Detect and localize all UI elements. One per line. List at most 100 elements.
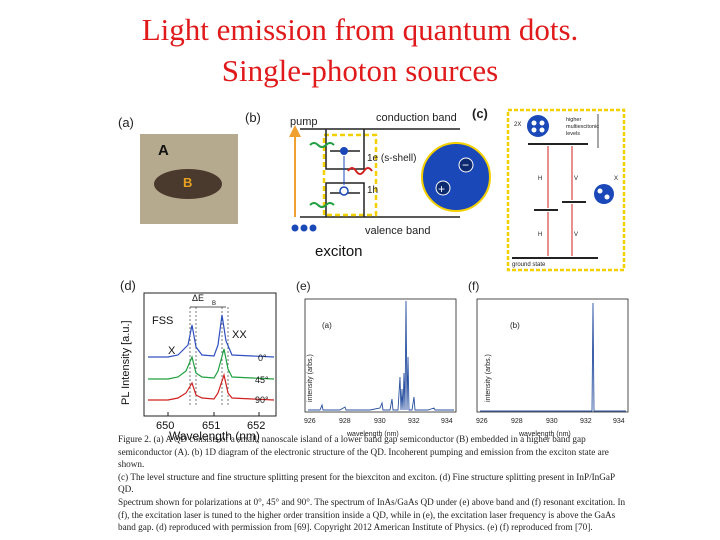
panel-f-axes-frame — [476, 298, 629, 413]
panel-c-label: (c) — [472, 106, 488, 121]
panel-e-inner-label: (a) — [322, 321, 332, 330]
panel-e-tick-930: 930 — [374, 418, 386, 425]
xx-peak-label: XX — [232, 329, 247, 341]
angle-0-label: 0° — [258, 353, 267, 363]
relaxation-wiggle-2 — [309, 202, 335, 208]
panel-a: (a) A B — [118, 112, 240, 224]
panel-d-tick-651: 651 — [202, 420, 220, 432]
exciton-electron — [458, 157, 474, 173]
pump-arrow-head — [289, 125, 301, 137]
panel-d-axes-frame — [143, 292, 277, 417]
slide-title-line2: Single-photon sources — [221, 53, 499, 88]
trace-45-deg — [148, 348, 275, 380]
conduction-well — [325, 129, 365, 170]
panel-e-xlabel: wavelength (nm) — [346, 431, 399, 438]
qd-island-illustration — [140, 134, 238, 224]
exciton-minus-sign: − — [462, 158, 469, 172]
panel-e-tick-926: 926 — [304, 418, 316, 425]
caption-line-2: semiconductor (A). (b) 1D diagram of the… — [118, 446, 609, 470]
panel-e-tick-932: 932 — [408, 418, 420, 425]
higher-levels-line1: higher — [566, 117, 581, 123]
biexciton-particle-2 — [539, 120, 545, 126]
panel-e-spectrum: (e) (a) intensity (arbs.) wavelength (nm… — [296, 279, 457, 438]
biexciton-sphere — [527, 115, 549, 137]
panel-c-frame — [506, 108, 626, 272]
panel-f-tick-932: 932 — [580, 418, 592, 425]
caption-line-6: band gap. (d) reproduced with permission… — [118, 522, 593, 533]
exciton-hole — [435, 180, 451, 196]
caption-line-1: Figure 2. (a) A QD consists of a small, … — [118, 434, 586, 444]
panel-d-ylabel: PL Intensity [a.u.] — [120, 320, 132, 405]
fss-label: FSS — [152, 315, 173, 327]
exciton-small-particle-1 — [597, 188, 603, 194]
panel-e-label: (e) — [296, 279, 311, 293]
panel-d-pl-spectrum: (d) PL Intensity [a.u.] Wavelength (nm) … — [120, 278, 277, 443]
pump-dot-1 — [291, 224, 299, 232]
ground-state-label: ground state — [512, 262, 546, 268]
panel-c-level-structure: (c) 2X higher multiexcitonic levels H V … — [472, 106, 626, 272]
panel-f-tick-928: 928 — [511, 418, 523, 425]
exciton-small-particle-2 — [604, 194, 610, 200]
panel-f-label: (f) — [468, 279, 479, 293]
higher-levels-line2: multiexcitonic — [566, 124, 599, 130]
trace-90-deg — [148, 372, 275, 401]
angle-90-label: 90° — [255, 395, 269, 405]
biexciton-label: 2X — [514, 122, 521, 128]
valence-well — [325, 182, 365, 217]
panel-f-tick-926: 926 — [476, 418, 488, 425]
hole-level-label: 1h — [367, 185, 378, 196]
delta-e-label: ΔE — [192, 293, 204, 303]
spectrum-resonant — [480, 302, 626, 412]
panel-d-xlabel: Wavelength (nm) — [169, 429, 260, 443]
electron-level-label: 1e (s-shell) — [367, 153, 416, 164]
spectrum-above-band — [308, 300, 454, 411]
panel-e-tick-934: 934 — [441, 418, 453, 425]
panel-f-xlabel: wavelength (nm) — [518, 431, 571, 438]
caption-line-3: (c) The level structure and fine structu… — [118, 471, 615, 495]
panel-f-tick-930: 930 — [546, 418, 558, 425]
panel-e-tick-928: 928 — [339, 418, 351, 425]
panel-d-label: (d) — [120, 278, 136, 293]
biexciton-particle-1 — [531, 120, 537, 126]
biexciton-particle-3 — [531, 127, 537, 133]
pump-label: pump — [290, 116, 318, 128]
panel-e-ylabel: intensity (arbs.) — [307, 354, 314, 402]
panel-d-tick-652: 652 — [247, 420, 265, 432]
panel-f-tick-934: 934 — [613, 418, 625, 425]
panel-b-label: (b) — [245, 110, 261, 125]
exciton-label: exciton — [315, 243, 363, 260]
caption-line-5: (f), the excitation laser is tuned to th… — [118, 509, 616, 520]
h-label-lower: H — [538, 232, 542, 238]
trace-0-deg — [148, 314, 275, 358]
exciton-plus-sign: + — [438, 182, 445, 196]
v-label-upper: V — [574, 176, 578, 182]
panel-a-label: (a) — [118, 115, 134, 130]
pump-dot-2 — [300, 224, 308, 232]
photon-emission-wave — [347, 167, 373, 175]
panel-f-inner-label: (b) — [510, 321, 520, 330]
slide-title-line1: Light emission from quantum dots. — [141, 12, 579, 47]
panel-b-energy-diagram: (b) pump conduction band valence band 1e… — [245, 110, 491, 260]
panel-d-tick-650: 650 — [156, 420, 174, 432]
figure-caption: Figure 2. (a) A QD consists of a small, … — [118, 433, 628, 534]
relaxation-wiggle-1 — [309, 142, 335, 148]
qd-label-a: A — [158, 142, 169, 159]
panel-f-spectrum: (f) (b) intensity (arbs.) wavelength (nm… — [468, 279, 629, 438]
semiconductor-b-island — [154, 169, 222, 199]
electron-dot — [340, 147, 348, 155]
exciton-sphere-small — [594, 184, 614, 204]
exciton-x-label: X — [614, 176, 618, 182]
angle-45-label: 45° — [255, 375, 269, 385]
qd-region-highlight — [322, 133, 378, 217]
valence-band-label: valence band — [365, 225, 430, 237]
biexciton-particle-4 — [539, 127, 545, 133]
pump-dot-3 — [309, 224, 317, 232]
h-label-upper: H — [538, 176, 542, 182]
delta-e-subscript: B — [212, 301, 216, 307]
qd-label-b: B — [183, 175, 193, 190]
conduction-band-label: conduction band — [376, 112, 457, 124]
x-peak-label: X — [168, 345, 176, 357]
v-label-lower: V — [574, 232, 578, 238]
panel-f-ylabel: intensity (arbs.) — [485, 354, 492, 402]
higher-levels-line3: levels — [566, 131, 580, 137]
